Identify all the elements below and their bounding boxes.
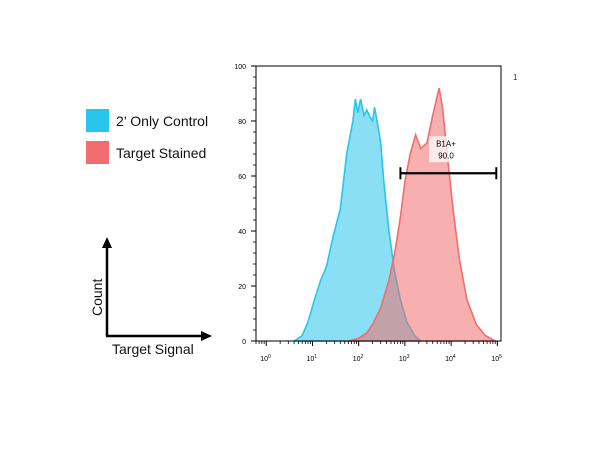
- legend-swatch-stained: [86, 141, 109, 164]
- y-tick-label: 80: [238, 119, 246, 126]
- gate-value: 90.0: [438, 151, 454, 160]
- x-tick-label: 104: [445, 354, 456, 363]
- axis-layer: 0 20 40 60 80 100 100 101 102 103 104 105: [234, 64, 502, 363]
- plot-frame: [255, 65, 502, 342]
- legend-label-stained: Target Stained: [116, 144, 207, 161]
- x-tick-label: 105: [491, 354, 502, 363]
- corner-mark: 1: [513, 73, 518, 82]
- y-tick-label: 20: [238, 284, 246, 291]
- gate-label: B1A+: [436, 139, 456, 148]
- legend-item-control: 2’ Only Control: [86, 109, 208, 132]
- x-tick-label: 101: [306, 354, 317, 363]
- legend-swatch-control: [86, 109, 109, 132]
- y-tick-label: 0: [242, 339, 246, 346]
- gate-label-box: [429, 136, 463, 163]
- x-tick-label: 103: [399, 354, 410, 363]
- axis-key-x-label: Target Signal: [112, 341, 194, 357]
- y-tick-label: 40: [238, 229, 246, 236]
- x-tick-label: 102: [353, 354, 364, 363]
- y-tick-label: 60: [238, 174, 246, 181]
- legend-label-control: 2’ Only Control: [116, 112, 209, 129]
- series-area-stained: [348, 87, 499, 342]
- x-tick-label: 100: [260, 354, 271, 363]
- gate-layer: B1A+ 90.0: [399, 136, 498, 180]
- legend-item-stained: Target Stained: [86, 141, 206, 164]
- y-tick-label: 100: [234, 64, 246, 71]
- series-layer: [293, 87, 499, 342]
